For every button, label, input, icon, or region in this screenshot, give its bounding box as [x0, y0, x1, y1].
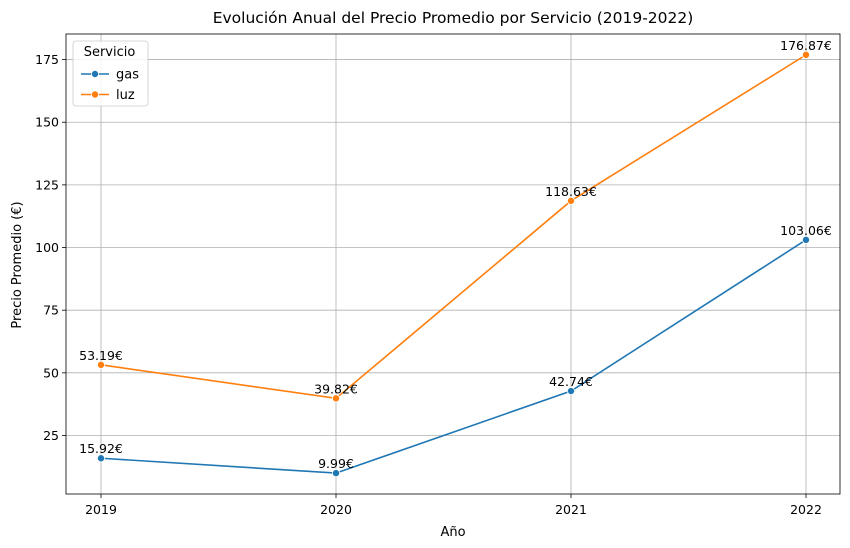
data-point-gas	[97, 454, 106, 463]
data-point-luz	[331, 394, 340, 403]
legend-box	[72, 40, 149, 107]
data-point-luz	[567, 196, 576, 205]
legend-marker-gas	[91, 70, 100, 79]
plot-frame	[65, 33, 841, 495]
x-axis-label: Año	[440, 525, 465, 540]
series-group	[97, 50, 811, 478]
y-tick-label: 125	[35, 177, 59, 192]
data-labels: 15.92€ 9.99€ 42.74€ 103.06€ 53.19€ 39.82€ 118.…	[79, 38, 832, 471]
y-tick-label: 50	[43, 365, 59, 380]
grid-lines	[66, 34, 840, 494]
legend-entry-gas: gas	[116, 68, 139, 83]
data-label-gas: 42.74€	[549, 374, 593, 389]
data-label-luz: 39.82€	[314, 381, 358, 396]
data-point-luz	[802, 50, 811, 59]
legend: Servicio gas luz	[72, 40, 149, 107]
chart-title: Evolución Anual del Precio Promedio por …	[213, 9, 694, 27]
y-tick-label: 25	[43, 428, 59, 443]
data-point-gas	[802, 235, 811, 244]
legend-entry-luz: luz	[116, 88, 135, 103]
x-tick-label: 2022	[790, 502, 822, 517]
data-label-luz: 118.63€	[545, 184, 597, 199]
legend-marker-luz	[91, 90, 100, 99]
data-point-gas	[331, 469, 340, 478]
x-tick-label: 2019	[85, 502, 117, 517]
data-label-gas: 103.06€	[780, 223, 832, 238]
data-point-luz	[97, 360, 106, 369]
y-axis-label: Precio Promedio (€)	[10, 201, 25, 328]
y-tick-label: 100	[35, 240, 59, 255]
y-tick-label: 175	[35, 52, 59, 67]
x-tick-label: 2020	[320, 502, 352, 517]
data-label-luz: 53.19€	[79, 348, 123, 363]
y-tick-label: 75	[43, 303, 59, 318]
legend-title: Servicio	[84, 45, 136, 60]
data-label-gas: 9.99€	[318, 456, 354, 471]
data-label-gas: 15.92€	[79, 441, 123, 456]
series-line-gas	[100, 239, 807, 474]
y-tick-label: 150	[35, 115, 59, 130]
series-line-luz	[100, 54, 807, 400]
data-point-gas	[567, 387, 576, 396]
x-tick-label: 2021	[555, 502, 587, 517]
data-label-luz: 176.87€	[780, 38, 832, 53]
axes: 2019 2020 2021 2022 25 50 75 100 125 150 175	[35, 33, 841, 517]
